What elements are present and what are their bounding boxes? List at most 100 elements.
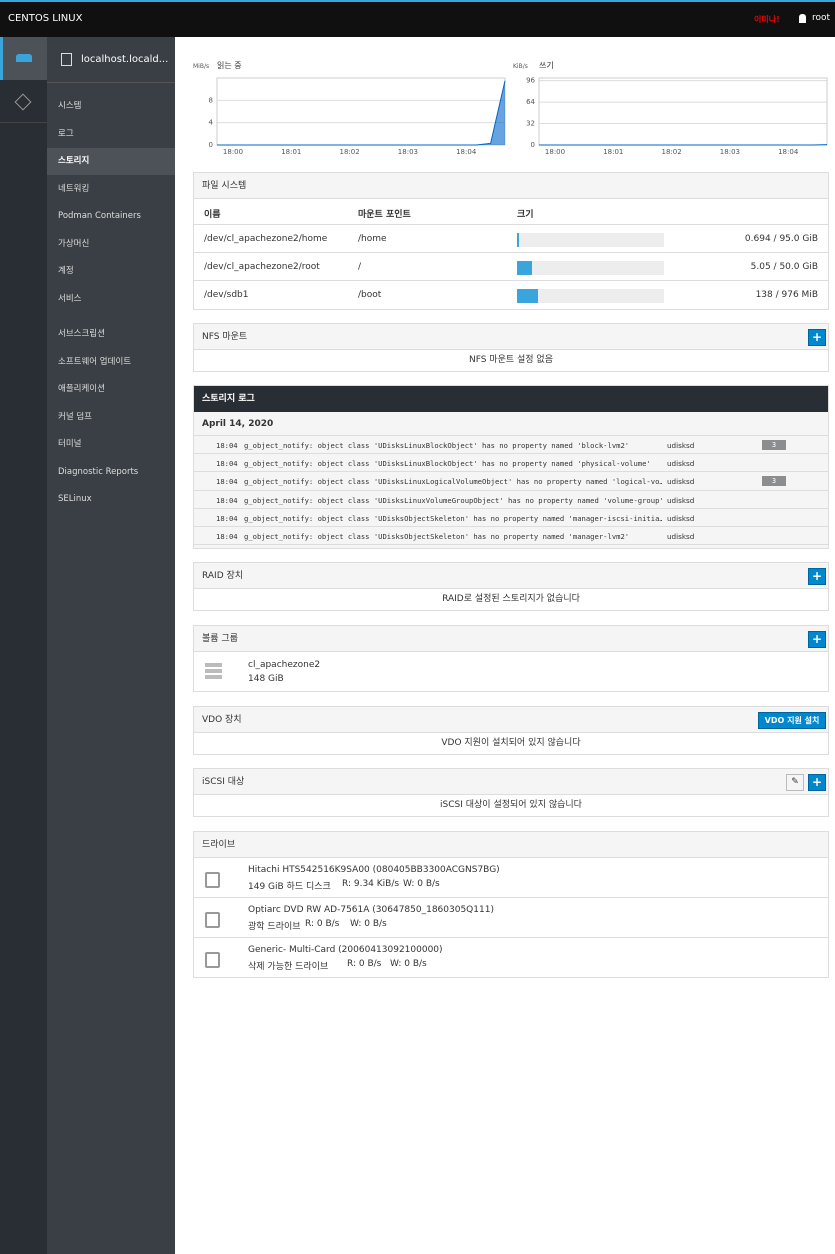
usage-fill: [517, 233, 519, 247]
host-name: localhost.locald...: [81, 54, 168, 65]
install-button[interactable]: VDO 지원 설치: [758, 712, 826, 729]
dashboard-icon[interactable]: [0, 80, 47, 123]
log-source: udisksd: [667, 532, 694, 541]
panel-title: RAID 장치 +: [194, 563, 828, 589]
host-icon[interactable]: [0, 37, 47, 80]
mount-point: /boot: [358, 290, 381, 300]
drive-write: W: 0 B/s: [390, 959, 427, 969]
empty-message: iSCSI 대상이 설정되어 있지 않습니다: [194, 795, 828, 816]
y-tick-label: 32: [526, 120, 535, 128]
nav-item[interactable]: 로그: [47, 121, 175, 148]
usage-bar: [517, 289, 664, 303]
add-button[interactable]: +: [808, 774, 826, 791]
add-button[interactable]: +: [808, 568, 826, 585]
nav-item[interactable]: 가상머신: [47, 231, 175, 258]
filesystems: 파일 시스템 이름마운트 포인트크기/dev/cl_apachezone2/ho…: [193, 172, 829, 310]
drive-read: R: 0 B/s: [347, 959, 381, 969]
nav-item[interactable]: 서브스크립션: [47, 321, 175, 348]
table-row[interactable]: /dev/cl_apachezone2/root/5.05 / 50.0 GiB: [194, 253, 828, 281]
log-entry[interactable]: 18:04g_object_notify: object class 'UDis…: [194, 527, 828, 545]
size-label: 5.05 / 50.0 GiB: [751, 262, 818, 272]
size-label: 0.694 / 95.0 GiB: [745, 234, 818, 244]
log-entry[interactable]: 18:04g_object_notify: object class 'UDis…: [194, 491, 828, 509]
panel-title: iSCSI 대상 ✎ +: [194, 769, 828, 795]
table-row[interactable]: /dev/cl_apachezone2/home/home0.694 / 95.…: [194, 225, 828, 253]
warning[interactable]: 이미나!: [754, 14, 780, 25]
nav-item[interactable]: 터미널: [47, 431, 175, 458]
iscsi: iSCSI 대상 ✎ + iSCSI 대상이 설정되어 있지 않습니다: [193, 768, 829, 817]
fs-name: /dev/sdb1: [204, 290, 248, 300]
log-source: udisksd: [667, 496, 694, 505]
log-count: 3: [762, 476, 786, 486]
nav-item[interactable]: 네트워킹: [47, 176, 175, 203]
nav-item[interactable]: 애플리케이션: [47, 376, 175, 403]
chart-unit: KiB/s: [513, 63, 528, 70]
table-row[interactable]: /dev/sdb1/boot138 / 976 MiB: [194, 281, 828, 309]
table-header: 이름마운트 포인트크기: [194, 200, 828, 225]
chart-title: 쓰기: [539, 61, 554, 70]
nav-item[interactable]: 스토리지: [47, 148, 175, 175]
empty-message: RAID로 설정된 스토리지가 없습니다: [194, 589, 828, 610]
panel-title: 스토리지 로그: [194, 386, 828, 412]
log-date: April 14, 2020: [194, 412, 828, 436]
log-entry[interactable]: 18:04g_object_notify: object class 'UDis…: [194, 509, 828, 527]
drive-name: Hitachi HTS542516K9SA00 (080405BB3300ACG…: [248, 865, 500, 875]
log-entry[interactable]: 18:04g_object_notify: object class 'UDis…: [194, 472, 828, 490]
fs-name: /dev/cl_apachezone2/home: [204, 234, 327, 244]
x-tick-label: 18:04: [778, 148, 799, 156]
usage-bar: [517, 233, 664, 247]
y-tick-label: 4: [209, 119, 214, 127]
x-tick-label: 18:02: [662, 148, 682, 156]
vdo: VDO 장치VDO 지원 설치 VDO 지원이 설치되어 있지 않습니다: [193, 706, 829, 755]
nav-item[interactable]: Diagnostic Reports: [47, 459, 175, 486]
charts: MiB/s읽는 중04818:0018:0118:0218:0318:04KiB…: [175, 55, 835, 165]
log-message: g_object_notify: object class 'UDisksLin…: [244, 477, 662, 486]
add-button[interactable]: +: [808, 631, 826, 648]
brand: CENTOS LINUX: [8, 13, 82, 24]
nav-item[interactable]: 서비스: [47, 286, 175, 313]
log-time: 18:04: [216, 514, 238, 523]
drive-icon: [205, 872, 220, 888]
log-entry[interactable]: 18:04g_object_notify: object class 'UDis…: [194, 436, 828, 454]
user-menu[interactable]: root: [812, 13, 830, 23]
vg-icon: [205, 663, 222, 679]
nav-item[interactable]: 소프트웨어 업데이트: [47, 349, 175, 376]
drive[interactable]: Hitachi HTS542516K9SA00 (080405BB3300ACG…: [194, 858, 828, 898]
nav-item[interactable]: Podman Containers: [47, 203, 175, 230]
nav-item[interactable]: 커널 덤프: [47, 404, 175, 431]
x-tick-label: 18:00: [545, 148, 565, 156]
edit-button[interactable]: ✎: [786, 774, 804, 791]
drive-write: W: 0 B/s: [403, 879, 440, 889]
log-time: 18:04: [216, 532, 238, 541]
add-button[interactable]: +: [808, 329, 826, 346]
log-message: g_object_notify: object class 'UDisksLin…: [244, 496, 662, 505]
y-tick-label: 8: [209, 96, 213, 104]
y-tick-label: 0: [209, 141, 213, 149]
nav: localhost.locald... 시스템로그스토리지네트워킹Podman …: [47, 37, 175, 1254]
chart-title: 읽는 중: [217, 61, 242, 70]
drive-kind: 149 GiB 하드 디스크: [248, 879, 331, 892]
y-tick-label: 64: [526, 98, 535, 106]
title: VDO 장치: [202, 715, 242, 725]
y-tick-label: 0: [531, 141, 535, 149]
volume-group[interactable]: cl_apachezone2148 GiB: [194, 652, 828, 691]
x-tick-label: 18:01: [281, 148, 301, 156]
nav-item[interactable]: 계정: [47, 258, 175, 285]
x-tick-label: 18:04: [456, 148, 477, 156]
panel-title: 볼륨 그룹+: [194, 626, 828, 652]
title: RAID 장치: [202, 571, 243, 581]
column-header: 마운트 포인트: [358, 207, 411, 220]
log-message: g_object_notify: object class 'UDisksLin…: [244, 441, 662, 450]
usage-fill: [517, 261, 532, 275]
user-icon: [799, 14, 806, 23]
drive-read: R: 9.34 KiB/s: [342, 879, 399, 889]
drive[interactable]: Optiarc DVD RW AD-7561A (30647850_186030…: [194, 898, 828, 938]
nav-item[interactable]: SELinux: [47, 486, 175, 513]
log-entry[interactable]: 18:04g_object_notify: object class 'UDis…: [194, 454, 828, 472]
host-header[interactable]: localhost.locald...: [47, 37, 175, 83]
panel-title: VDO 장치 VDO 지원 설치: [194, 707, 828, 733]
nav-item[interactable]: 시스템: [47, 93, 175, 120]
drive-icon: [205, 912, 220, 928]
drive[interactable]: Generic- Multi-Card (20060413092100000)삭…: [194, 938, 828, 978]
